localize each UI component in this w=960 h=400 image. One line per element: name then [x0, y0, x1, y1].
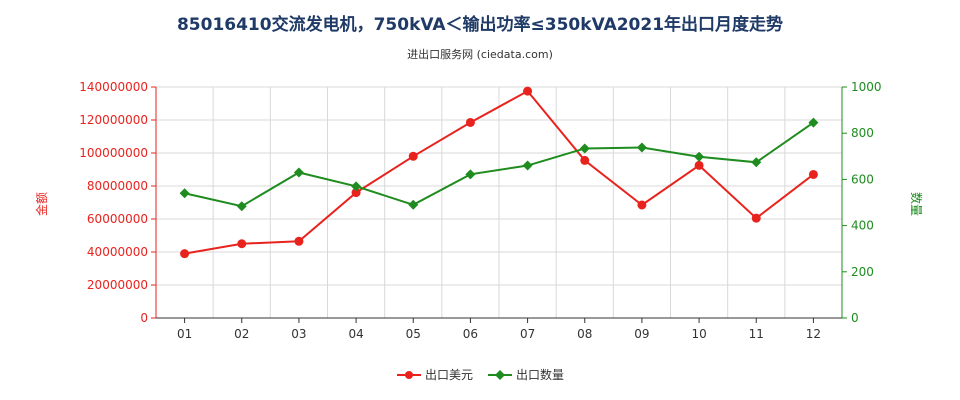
x-tick-label: 02: [234, 327, 249, 341]
chart-subtitle: 进出口服务网 (ciedata.com): [407, 48, 553, 61]
legend[interactable]: 出口美元 出口数量: [397, 367, 564, 382]
left-axis-label: 金额: [34, 192, 49, 216]
quantity-point: [293, 167, 304, 178]
legend-marker: [495, 370, 505, 380]
quantity-point: [808, 117, 819, 128]
left-tick-label: 0: [140, 311, 148, 325]
left-tick-label: 140000000: [79, 80, 148, 94]
quantity-point: [636, 142, 647, 153]
right-axis-ticks: 0 200 400 600 800 1000: [842, 80, 882, 325]
x-tick-label: 04: [348, 327, 363, 341]
quantity-point: [408, 199, 419, 210]
x-tick-label: 10: [691, 327, 706, 341]
right-tick-label: 200: [851, 265, 874, 279]
amount-point: [694, 160, 704, 170]
amount-point: [408, 151, 418, 161]
right-tick-label: 600: [851, 172, 874, 186]
left-tick-label: 120000000: [79, 113, 148, 127]
quantity-point: [579, 143, 590, 154]
legend-label[interactable]: 出口美元: [425, 368, 473, 382]
x-tick-label: 09: [634, 327, 649, 341]
quantity-point: [351, 181, 362, 192]
series-line-quantity: [184, 121, 814, 208]
x-tick-label: 05: [406, 327, 421, 341]
legend-label[interactable]: 出口数量: [516, 367, 564, 382]
x-tick-label: 11: [749, 327, 764, 341]
right-tick-label: 800: [851, 126, 874, 140]
x-tick-label: 08: [577, 327, 592, 341]
x-tick-label: 07: [520, 327, 535, 341]
amount-point: [751, 213, 761, 223]
amount-point: [351, 188, 361, 198]
x-axis-ticks: 01 02 03 04 05 06 07 08 09 10 11 12: [177, 318, 821, 341]
quantity-point: [751, 157, 762, 168]
amount-point: [180, 249, 190, 259]
left-tick-label: 20000000: [87, 278, 148, 292]
quantity-point: [465, 169, 476, 180]
amount-point: [294, 236, 304, 246]
series-line-amount: [184, 89, 815, 255]
amount-point: [580, 155, 590, 165]
quantity-point: [236, 201, 247, 212]
left-axis-ticks: 0 20000000 40000000 60000000 80000000 1000000…: [79, 80, 156, 325]
x-tick-label: 06: [463, 327, 478, 341]
grid-lines: [155, 86, 843, 319]
quantity-point: [179, 188, 190, 199]
amount-point: [465, 117, 475, 127]
right-tick-label: 400: [851, 219, 874, 233]
x-tick-label: 03: [291, 327, 306, 341]
chart-title: 85016410交流发电机，750kVA＜输出功率≤350kVA2021年出口月…: [176, 15, 784, 35]
left-tick-label: 80000000: [87, 179, 148, 193]
axes: [155, 87, 843, 319]
left-tick-label: 60000000: [87, 212, 148, 226]
right-tick-label: 1000: [851, 80, 882, 94]
amount-point: [523, 86, 533, 96]
x-tick-label: 01: [177, 327, 192, 341]
amount-point: [237, 239, 247, 249]
quantity-point: [522, 160, 533, 171]
left-tick-label: 40000000: [87, 245, 148, 259]
quantity-point: [694, 151, 705, 162]
series-layer: [179, 86, 819, 259]
amount-point: [808, 169, 818, 179]
amount-point: [637, 200, 647, 210]
legend-marker: [405, 371, 413, 379]
left-tick-label: 100000000: [79, 146, 148, 160]
right-axis-label: 数量: [909, 192, 924, 216]
right-tick-label: 0: [851, 311, 859, 325]
x-tick-label: 12: [806, 327, 821, 341]
